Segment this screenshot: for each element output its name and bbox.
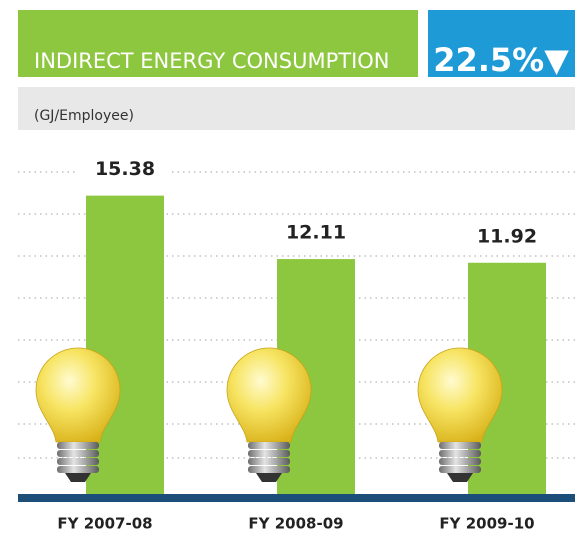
bar [86, 195, 164, 495]
bulb-base [439, 450, 481, 457]
bulb-tip [256, 473, 282, 482]
bulb-tip [447, 473, 473, 482]
bulb [35, 347, 121, 482]
x-tick-label: FY 2009-10 [439, 515, 534, 533]
bulb-base [439, 466, 481, 473]
bulb [417, 347, 503, 482]
unit-label: (GJ/Employee) [34, 108, 134, 124]
x-tick-label: FY 2008-09 [248, 515, 343, 533]
value-label: 12.11 [286, 222, 346, 244]
bulb-base [248, 458, 290, 465]
bulb-base [57, 458, 99, 465]
bars: 15.38 12.11 11.92 [35, 151, 554, 495]
bulb-base [248, 442, 290, 449]
value-label-bg [269, 215, 363, 250]
x-tick-label: FY 2007-08 [57, 515, 152, 533]
bulb-base [439, 442, 481, 449]
badge-box [428, 10, 575, 77]
bulb-base [57, 450, 99, 457]
bulb-glass [417, 347, 503, 443]
baseline [18, 494, 575, 502]
unit-band [18, 87, 575, 130]
bulb-glass [35, 347, 121, 443]
bulb-glass [226, 347, 312, 443]
bulb-base [248, 466, 290, 473]
title-band [18, 10, 418, 77]
value-label: 15.38 [95, 158, 155, 180]
value-label-bg [460, 218, 554, 253]
value-label: 11.92 [477, 225, 537, 247]
value-label-bg [78, 151, 172, 186]
bulb-base [57, 442, 99, 449]
badge: 22.5%▼ [433, 41, 569, 79]
bulb-base [439, 458, 481, 465]
bulb [226, 347, 312, 482]
chart-title: INDIRECT ENERGY CONSUMPTION [34, 49, 390, 73]
bulb-base [57, 466, 99, 473]
bulb-tip [65, 473, 91, 482]
bulb-base [248, 450, 290, 457]
